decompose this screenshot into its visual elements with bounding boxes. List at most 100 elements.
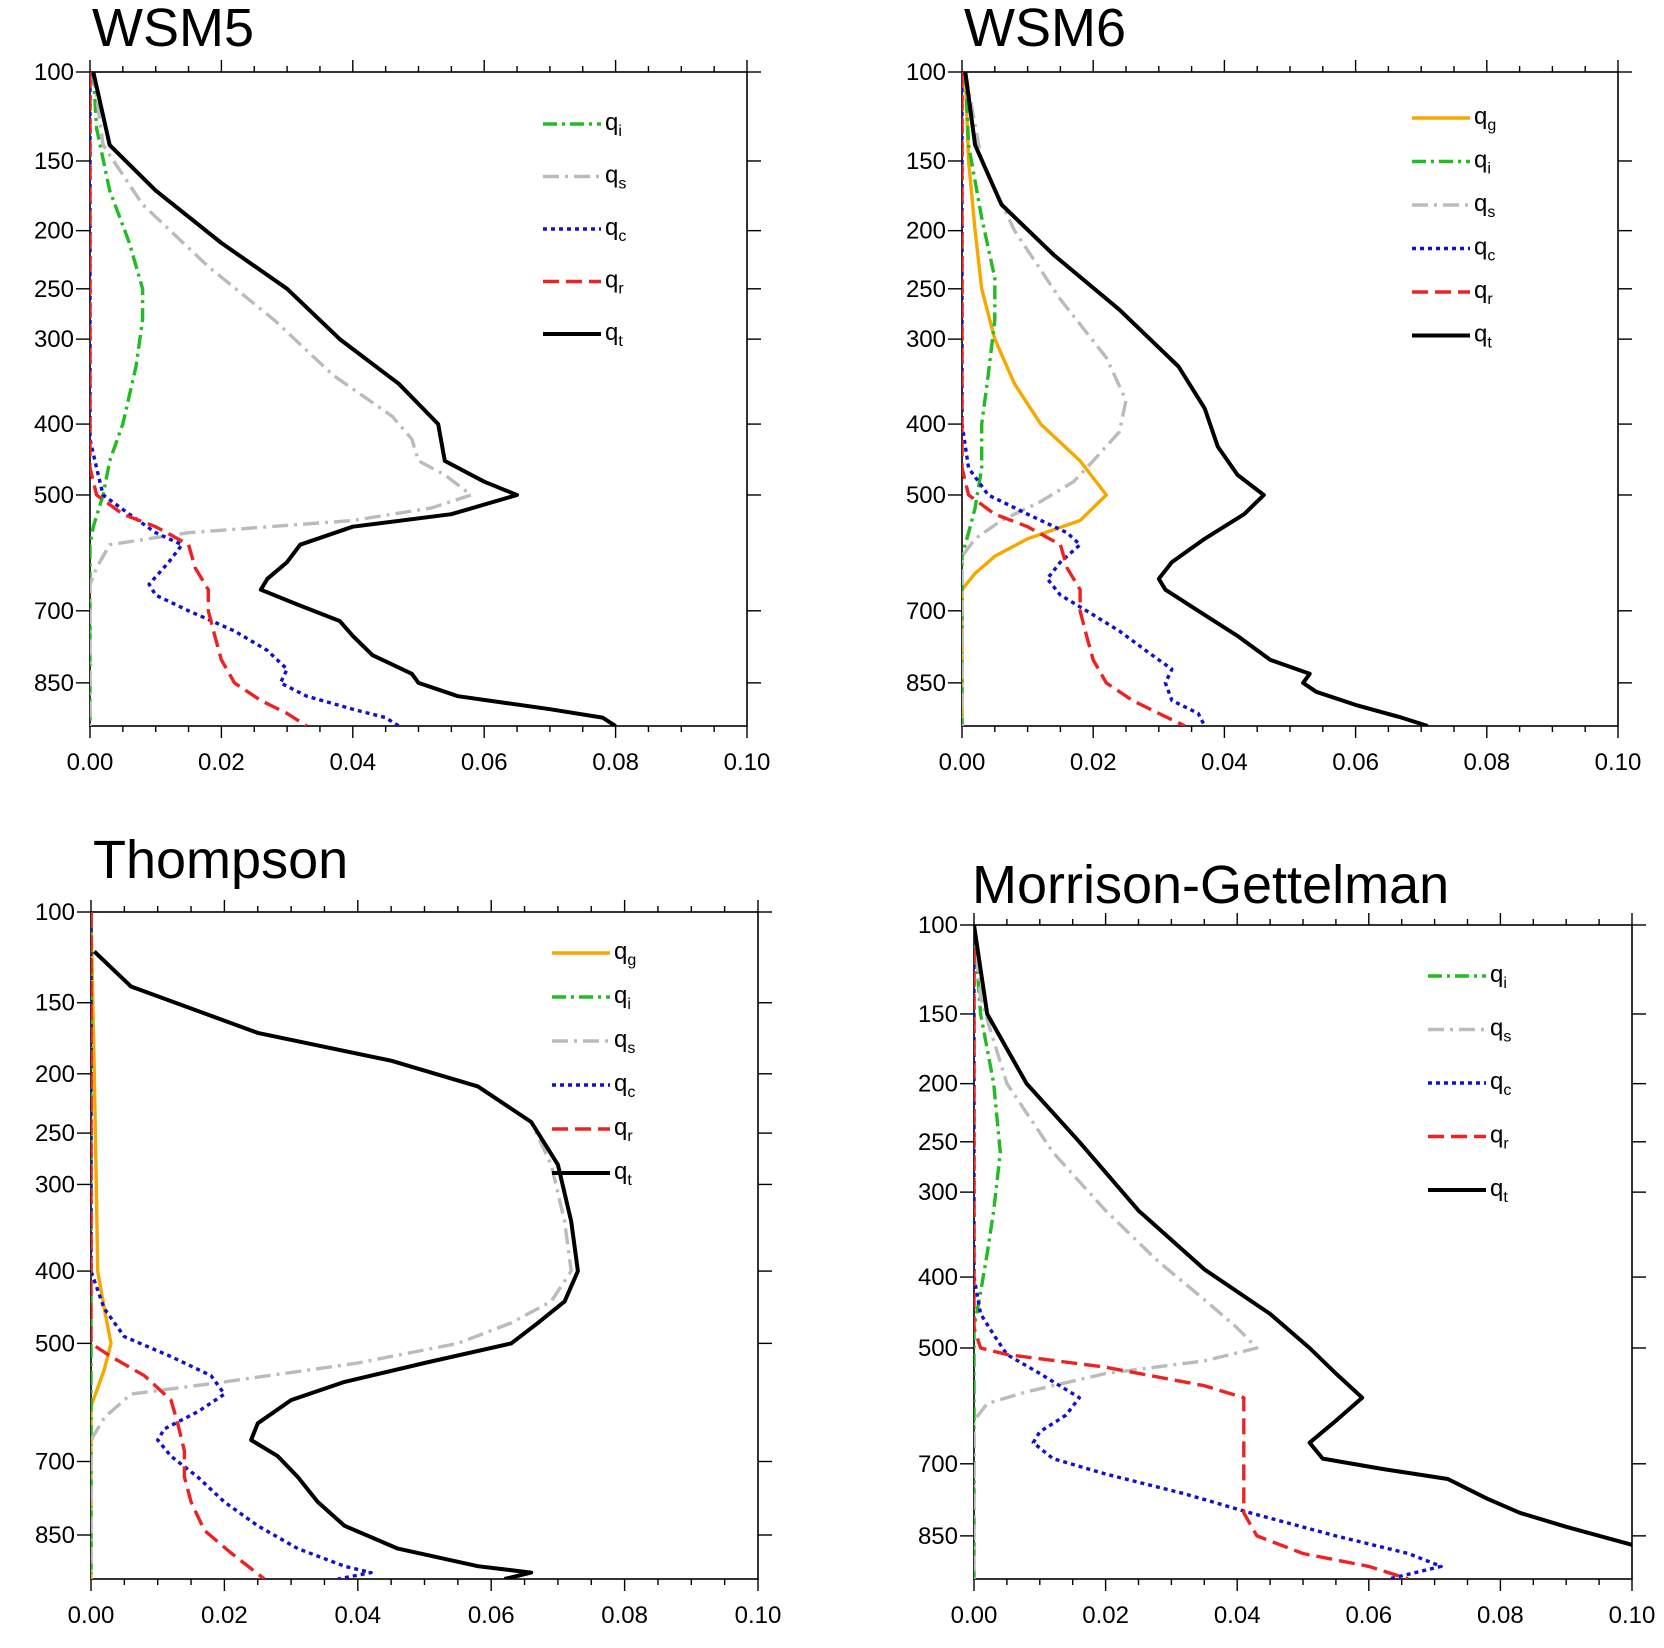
plot-frame (961, 71, 1619, 727)
series-line-qc (962, 72, 1207, 726)
x-tick-label: 0.04 (334, 1602, 381, 1629)
x-tick-label: 0.10 (724, 749, 771, 776)
legend: qi qs qc qr qt (1428, 961, 1511, 1206)
y-tick-label: 500 (918, 1335, 958, 1362)
x-tick-label: 0.00 (951, 1602, 998, 1629)
legend-label-qr: qr (614, 1114, 633, 1145)
x-tick-label: 0.10 (1595, 749, 1642, 776)
series-line-qs (91, 950, 573, 1579)
legend-label-qi: qi (614, 982, 631, 1013)
legend-label-qi: qi (1490, 961, 1507, 992)
x-tick-label: 0.02 (201, 1602, 248, 1629)
y-tick-label: 700 (906, 598, 946, 625)
y-tick-label: 400 (906, 411, 946, 438)
x-tick-label: 0.04 (1214, 1602, 1261, 1629)
x-tick-label: 0.04 (1201, 749, 1248, 776)
legend-label-qs: qs (605, 162, 626, 193)
series-line-qs (90, 72, 473, 726)
y-tick-label: 850 (918, 1523, 958, 1550)
series-line-qg (962, 72, 1108, 726)
series-line-qc (91, 912, 373, 1579)
x-tick-label: 0.06 (461, 749, 508, 776)
legend-label-qs: qs (1490, 1015, 1511, 1046)
y-tick-label: 150 (34, 148, 74, 175)
series-line-qi (90, 72, 145, 726)
y-tick-label: 200 (35, 1061, 75, 1088)
legend-label-qt: qt (1490, 1175, 1508, 1206)
legend-label-qt: qt (605, 319, 623, 350)
x-tick-label: 0.04 (329, 749, 376, 776)
legend-label-qs: qs (1474, 190, 1495, 221)
y-tick-label: 150 (35, 990, 75, 1017)
series-line-qc (90, 72, 400, 726)
panel-thompson: Thompson 0.00 0.02 0.04 0.06 0.08 0.10 100 150 2… (35, 830, 781, 1629)
panel-title-wsm6: WSM6 (964, 0, 1126, 58)
y-tick-label: 100 (906, 59, 946, 86)
panel-wsm6: WSM6 0.00 0.02 0.04 0.06 0.08 0.10 100 150 200 25… (906, 0, 1641, 776)
x-tick-label: 0.06 (468, 1602, 515, 1629)
y-tick-label: 500 (906, 482, 946, 509)
x-tick-label: 0.00 (68, 1602, 115, 1629)
x-tick-label: 0.10 (735, 1602, 782, 1629)
y-tick-label: 200 (918, 1071, 958, 1098)
legend-label-qc: qc (614, 1070, 635, 1101)
series-line-qt (91, 72, 617, 726)
x-tick-label: 0.02 (198, 749, 245, 776)
legend-label-qt: qt (614, 1158, 632, 1189)
y-tick-label: 300 (918, 1179, 958, 1206)
x-tick-label: 0.00 (67, 749, 114, 776)
y-tick-label: 400 (918, 1264, 958, 1291)
y-tick-label: 100 (918, 912, 958, 939)
series-line-qc (974, 925, 1443, 1579)
y-tick-label: 850 (34, 670, 74, 697)
x-tick-label: 0.02 (1082, 1602, 1129, 1629)
y-tick-label: 200 (34, 218, 74, 245)
y-tick-label: 500 (34, 482, 74, 509)
y-tick-label: 200 (906, 218, 946, 245)
x-tick-label: 0.10 (1609, 1602, 1656, 1629)
legend-label-qc: qc (1474, 234, 1495, 265)
y-tick-label: 250 (906, 276, 946, 303)
series-line-qg (91, 912, 113, 1579)
y-tick-label: 250 (35, 1120, 75, 1147)
y-tick-label: 850 (906, 670, 946, 697)
series-line-qr (974, 925, 1409, 1579)
x-tick-label: 0.08 (601, 1602, 648, 1629)
y-tick-label: 400 (34, 411, 74, 438)
y-tick-label: 300 (34, 326, 74, 353)
panel-title-morrison-gettelman: Morrison-Gettelman (972, 855, 1449, 915)
x-tick-label: 0.08 (1477, 1602, 1524, 1629)
legend: qg qi qs qc qr qt (1412, 103, 1496, 352)
panel-wsm5: WSM5 0.00 0.02 0.04 0.06 0.08 0.10 100 150 200 25… (34, 0, 770, 776)
legend-label-qi: qi (605, 109, 622, 140)
series-lines (91, 912, 580, 1579)
legend-label-qr: qr (605, 267, 624, 298)
legend-label-qs: qs (614, 1026, 635, 1057)
plot-frame (89, 71, 748, 727)
series-line-qt (963, 72, 1429, 726)
y-tick-label: 250 (34, 276, 74, 303)
y-tick-label: 700 (34, 598, 74, 625)
series-line-qt (92, 950, 580, 1579)
y-tick-label: 100 (34, 59, 74, 86)
series-line-qr (962, 72, 1186, 726)
y-tick-label: 850 (35, 1522, 75, 1549)
x-tick-label: 0.08 (1463, 749, 1510, 776)
legend-label-qc: qc (605, 214, 626, 245)
series-line-qr (90, 72, 308, 726)
y-tick-label: 300 (906, 326, 946, 353)
panel-title-wsm5: WSM5 (92, 0, 254, 58)
series-lines (962, 72, 1429, 726)
plot-frame (973, 924, 1633, 1580)
y-tick-label: 300 (35, 1171, 75, 1198)
panel-morrison-gettelman: Morrison-Gettelman 0.00 0.02 0.04 0.06 0.08 0… (918, 855, 1655, 1629)
legend-label-qg: qg (1474, 103, 1496, 134)
series-line-qr (91, 912, 266, 1579)
plot-frame (90, 911, 759, 1580)
series-lines (90, 72, 617, 726)
y-tick-label: 250 (918, 1129, 958, 1156)
legend-label-qr: qr (1490, 1122, 1509, 1153)
legend: qg qi qs qc qr qt (552, 938, 636, 1189)
y-tick-label: 150 (906, 148, 946, 175)
